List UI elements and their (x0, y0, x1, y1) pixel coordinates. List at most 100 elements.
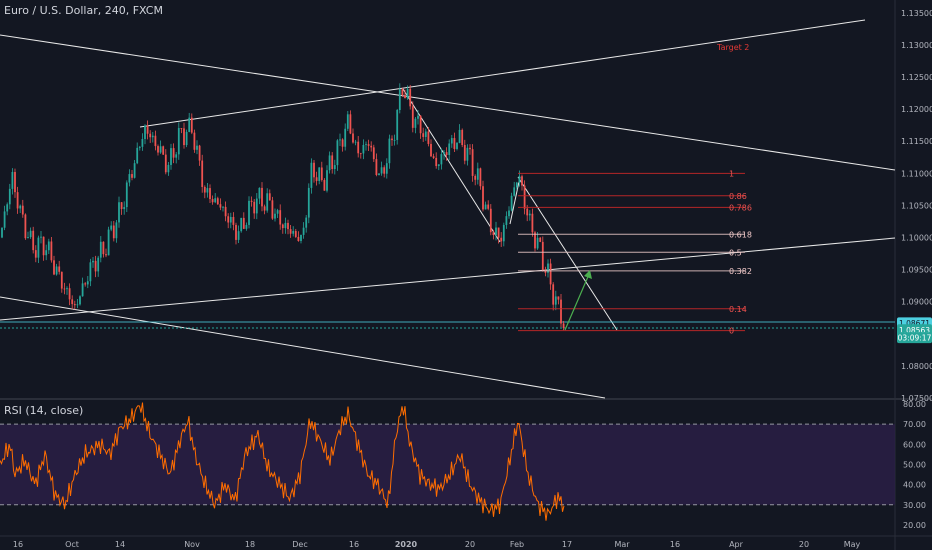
candle-body (333, 165, 336, 169)
candle-body (427, 131, 430, 144)
candle-body (216, 198, 219, 205)
candle-body (66, 288, 68, 290)
candle-body (443, 152, 445, 155)
time-tick-label: 20 (799, 540, 809, 549)
candle-body (401, 89, 404, 96)
candle-body (157, 146, 159, 153)
rsi-title[interactable]: RSI (14, close) (4, 404, 84, 417)
candle-body (414, 118, 417, 128)
price-tick-label: 1.08000 (901, 362, 932, 371)
candle-body (21, 205, 24, 215)
candle-body (466, 147, 469, 161)
candle-body (170, 148, 172, 165)
candle-body (482, 186, 484, 210)
candle-body (131, 174, 133, 178)
candle-body (149, 133, 152, 138)
candle-body (422, 133, 425, 137)
price-tick-label: 1.11500 (901, 137, 932, 146)
candle-body (502, 224, 505, 242)
candle-body (63, 288, 66, 290)
candle-body (349, 114, 352, 134)
candle-body (112, 225, 115, 239)
candle-body (229, 216, 232, 223)
candle-body (271, 200, 274, 219)
trendline (517, 176, 618, 331)
time-tick-label: Mar (614, 540, 630, 549)
candle-body (263, 206, 266, 211)
candle-body (92, 260, 94, 263)
candle-body (81, 283, 84, 297)
candle-body (341, 139, 344, 147)
candle-body (318, 167, 321, 181)
candle-body (1, 227, 3, 238)
candle-body (123, 207, 126, 210)
candle-body (534, 232, 536, 249)
candle-body (42, 236, 45, 256)
candle-body (73, 304, 76, 306)
candle-body (6, 204, 9, 212)
candle-body (471, 149, 474, 176)
rsi-line (0, 402, 565, 521)
candle-body (219, 204, 222, 208)
time-tick-label: 17 (562, 540, 572, 549)
candle-body (424, 131, 427, 137)
candle-body (97, 257, 100, 272)
symbol-title[interactable]: Euro / U.S. Dollar, 240, FXCM (4, 4, 163, 17)
candle-body (248, 200, 250, 225)
candle-body (391, 138, 393, 141)
candle-body (11, 171, 14, 189)
candle-body (45, 250, 48, 256)
candle-body (71, 299, 74, 305)
candle-body (505, 216, 508, 225)
candle-body (76, 304, 79, 306)
trendline (0, 237, 896, 321)
candle-body (279, 210, 282, 225)
candle-body (125, 182, 128, 208)
candle-body (84, 283, 87, 285)
candle-body (456, 142, 458, 149)
candle-body (523, 185, 526, 209)
candle-body (359, 153, 362, 155)
candle-body (339, 139, 341, 141)
candle-body (432, 156, 435, 158)
candle-body (227, 216, 230, 223)
time-tick-label: 18 (245, 540, 255, 549)
trendline (139, 19, 866, 128)
rsi-tick-label: 80.00 (903, 400, 926, 409)
time-tick-label: 16 (13, 540, 23, 549)
candle-body (430, 143, 432, 157)
time-tick-label: Apr (729, 540, 744, 549)
fib-level-label: 0.382 (729, 267, 752, 276)
fib-level-label: 0.5 (729, 248, 742, 257)
rsi-tick-label: 40.00 (903, 481, 926, 490)
candle-body (237, 231, 240, 240)
candle-body (307, 187, 310, 218)
candle-body (331, 155, 334, 169)
candle-body (450, 138, 453, 144)
candle-body (120, 202, 123, 210)
candle-body (393, 139, 396, 141)
candle-body (245, 224, 248, 229)
candle-body (29, 230, 32, 238)
candle-body (47, 241, 50, 251)
price-tick-label: 1.10000 (901, 234, 932, 243)
candle-body (167, 164, 170, 173)
candle-body (261, 187, 263, 207)
candle-body (138, 146, 141, 148)
candle-body (115, 222, 118, 239)
candle-body (562, 323, 565, 329)
candle-body (313, 162, 315, 178)
time-tick-label: May (844, 540, 861, 549)
fib-level-label: 1 (729, 169, 734, 178)
candle-body (435, 157, 438, 167)
candle-body (214, 198, 217, 203)
candle-body (287, 222, 289, 230)
candle-body (185, 131, 188, 146)
candle-body (336, 140, 339, 166)
candle-body (19, 205, 22, 209)
candle-body (510, 195, 513, 211)
candle-body (37, 237, 40, 258)
candle-body (378, 173, 380, 175)
price-axis-badge-label: 1.08563 (899, 326, 930, 335)
